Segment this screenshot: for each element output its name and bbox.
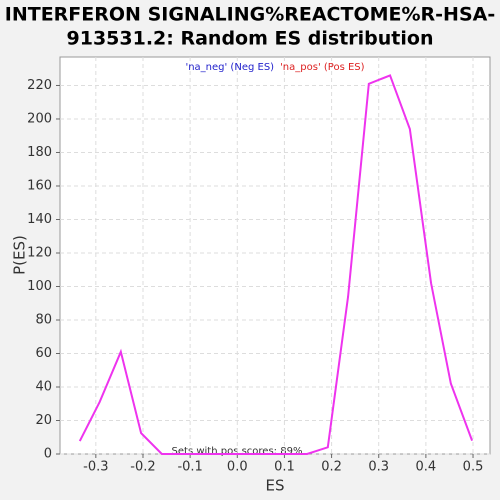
y-tick-label: 120 — [27, 245, 52, 260]
chart-title: INTERFERON SIGNALING%REACTOME%R-HSA- — [5, 4, 495, 26]
y-tick-label: 80 — [35, 312, 52, 327]
x-tick-label: 0.5 — [463, 460, 484, 475]
x-tick-label: -0.3 — [83, 460, 108, 475]
x-tick-label: 0.1 — [274, 460, 295, 475]
y-axis-label: P(ES) — [11, 235, 29, 275]
x-tick-label: 0.2 — [321, 460, 342, 475]
chart-title: 913531.2: Random ES distribution — [67, 28, 434, 50]
y-tick-label: 0 — [44, 447, 52, 462]
line — [78, 74, 474, 455]
legend: 'na_neg' (Neg ES) 'na_pos' (Pos ES) — [185, 62, 364, 73]
legend-entry: 'na_pos' (Pos ES) — [280, 62, 365, 73]
y-tick-label: 140 — [27, 212, 52, 227]
legend-entry: 'na_neg' (Neg ES) — [185, 62, 274, 73]
x-tick-label: 0.4 — [416, 460, 437, 475]
y-tick-label: 20 — [35, 413, 52, 428]
x-tick-label: 0.3 — [368, 460, 389, 475]
x-tick-label: 0.0 — [227, 460, 248, 475]
y-tick-label: 160 — [27, 178, 52, 193]
y-tick-label: 100 — [27, 279, 52, 294]
x-axis-label: ES — [266, 477, 285, 495]
x-tick-label: -0.2 — [130, 460, 155, 475]
y-tick-label: 200 — [27, 111, 52, 126]
y-tick-label: 60 — [35, 346, 52, 361]
y-tick-label: 220 — [27, 78, 52, 93]
plot-area — [59, 56, 491, 455]
y-tick-label: 40 — [35, 379, 52, 394]
y-tick-label: 180 — [27, 145, 52, 160]
x-tick-label: -0.1 — [177, 460, 202, 475]
